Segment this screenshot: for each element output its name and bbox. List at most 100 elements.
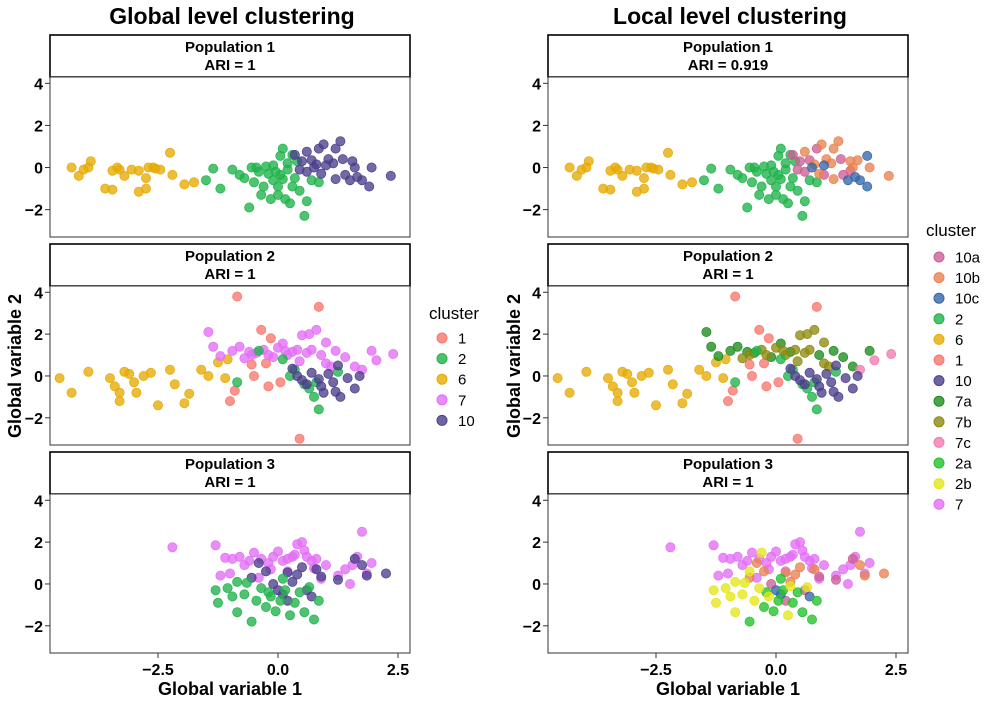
data-point-cluster-6: [114, 387, 125, 398]
data-point-cluster-7b: [761, 349, 772, 360]
data-point-cluster-7: [819, 560, 830, 571]
data-point-cluster-7: [771, 546, 782, 557]
data-point-cluster-6: [83, 162, 94, 173]
data-point-cluster-7b: [778, 345, 789, 356]
data-point-cluster-10: [294, 164, 305, 175]
data-point-cluster-1: [744, 359, 755, 370]
x-tick-label: 0.0: [765, 662, 787, 679]
data-point-cluster-10: [330, 143, 341, 154]
data-point-cluster-7: [304, 329, 315, 340]
data-point-cluster-10: [306, 367, 317, 378]
data-point-cluster-6: [718, 373, 729, 384]
data-point-cluster-7a: [828, 345, 839, 356]
data-point-cluster-6: [54, 373, 65, 384]
data-point-cluster-6: [667, 379, 678, 390]
data-point-cluster-2b: [785, 581, 796, 592]
panel-strip-title: Population 1: [185, 39, 275, 56]
data-point-cluster-6: [682, 388, 693, 399]
data-point-cluster-6: [603, 373, 614, 384]
data-point-cluster-10a: [814, 571, 825, 582]
data-point-cluster-10: [287, 576, 298, 587]
data-point-cluster-6: [83, 366, 94, 377]
data-point-cluster-7: [244, 346, 255, 357]
data-point-cluster-2: [792, 185, 803, 196]
data-point-cluster-2: [756, 181, 767, 192]
panel-strip-ari: ARI = 1: [204, 474, 255, 491]
data-point-cluster-6: [622, 368, 633, 379]
data-point-cluster-7: [203, 326, 214, 337]
data-point-cluster-10b: [799, 146, 810, 157]
data-point-cluster-6: [128, 377, 139, 388]
data-point-cluster-6: [105, 373, 116, 384]
x-tick-label: 2.5: [885, 662, 907, 679]
data-point-cluster-6: [581, 162, 592, 173]
data-point-cluster-10c: [862, 181, 873, 192]
data-point-cluster-1: [773, 377, 784, 388]
legend-key-10c: [933, 292, 945, 304]
data-point-cluster-2: [775, 143, 786, 154]
data-point-cluster-6: [169, 379, 180, 390]
data-point-cluster-10: [260, 566, 271, 577]
data-point-cluster-7: [747, 547, 758, 558]
legend-label-10c: 10c: [955, 291, 980, 308]
data-point-cluster-7: [388, 348, 399, 359]
data-point-cluster-2: [766, 175, 777, 186]
legend-label-7a: 7a: [955, 394, 972, 411]
data-point-cluster-2a: [811, 595, 822, 606]
legend-label-10b: 10b: [955, 270, 980, 287]
data-point-cluster-6: [687, 177, 698, 188]
panel-strip-title: Population 3: [185, 456, 275, 473]
data-point-cluster-2: [244, 202, 255, 213]
data-point-cluster-7a: [706, 341, 717, 352]
data-point-cluster-7a: [864, 345, 875, 356]
data-point-cluster-7: [665, 542, 676, 553]
x-tick-label: 0.0: [267, 662, 289, 679]
data-point-cluster-2b: [708, 585, 719, 596]
data-point-cluster-10: [316, 168, 327, 179]
legend-label-7c: 7c: [955, 435, 971, 452]
data-point-cluster-10: [296, 156, 307, 167]
data-point-cluster-10b: [814, 168, 825, 179]
data-point-cluster-2: [730, 377, 741, 388]
y-tick-label: −2: [25, 619, 43, 636]
y-tick-label: 2: [34, 118, 43, 135]
data-point-cluster-7: [371, 355, 382, 366]
data-point-cluster-7c: [886, 348, 897, 359]
data-point-cluster-2b: [711, 597, 722, 608]
data-point-cluster-10: [311, 159, 322, 170]
data-point-cluster-2: [277, 143, 288, 154]
data-point-cluster-6: [665, 169, 676, 180]
data-point-cluster-7: [732, 551, 743, 562]
data-point-cluster-2: [759, 161, 770, 172]
legend-key-1: [436, 332, 448, 344]
data-point-cluster-2: [294, 587, 305, 598]
data-point-cluster-7a: [701, 326, 712, 337]
data-point-cluster-10: [347, 156, 358, 167]
data-point-cluster-10: [352, 171, 363, 182]
data-point-cluster-10: [335, 391, 346, 402]
legend-key-10: [933, 375, 945, 387]
data-point-cluster-2a: [744, 616, 755, 627]
data-point-cluster-2: [200, 175, 211, 186]
data-point-cluster-7: [210, 540, 221, 551]
data-point-cluster-6: [145, 367, 156, 378]
legend-label-2: 2: [458, 351, 466, 368]
data-point-cluster-7: [239, 560, 250, 571]
legend-key-2b: [933, 478, 945, 490]
data-point-cluster-2: [208, 163, 219, 174]
data-point-cluster-2: [284, 610, 295, 621]
data-point-cluster-2: [787, 173, 798, 184]
data-point-cluster-6: [184, 388, 195, 399]
data-point-cluster-7: [723, 568, 734, 579]
data-point-cluster-6: [133, 165, 144, 176]
data-point-cluster-10: [852, 370, 863, 381]
data-point-cluster-10b: [855, 560, 866, 571]
data-point-cluster-10: [785, 363, 796, 374]
data-point-cluster-6: [140, 183, 151, 194]
data-point-cluster-6: [124, 368, 135, 379]
data-point-cluster-2: [313, 177, 324, 188]
data-point-cluster-2: [227, 164, 238, 175]
y-tick-label: 4: [34, 493, 43, 510]
data-point-cluster-2b: [725, 591, 736, 602]
